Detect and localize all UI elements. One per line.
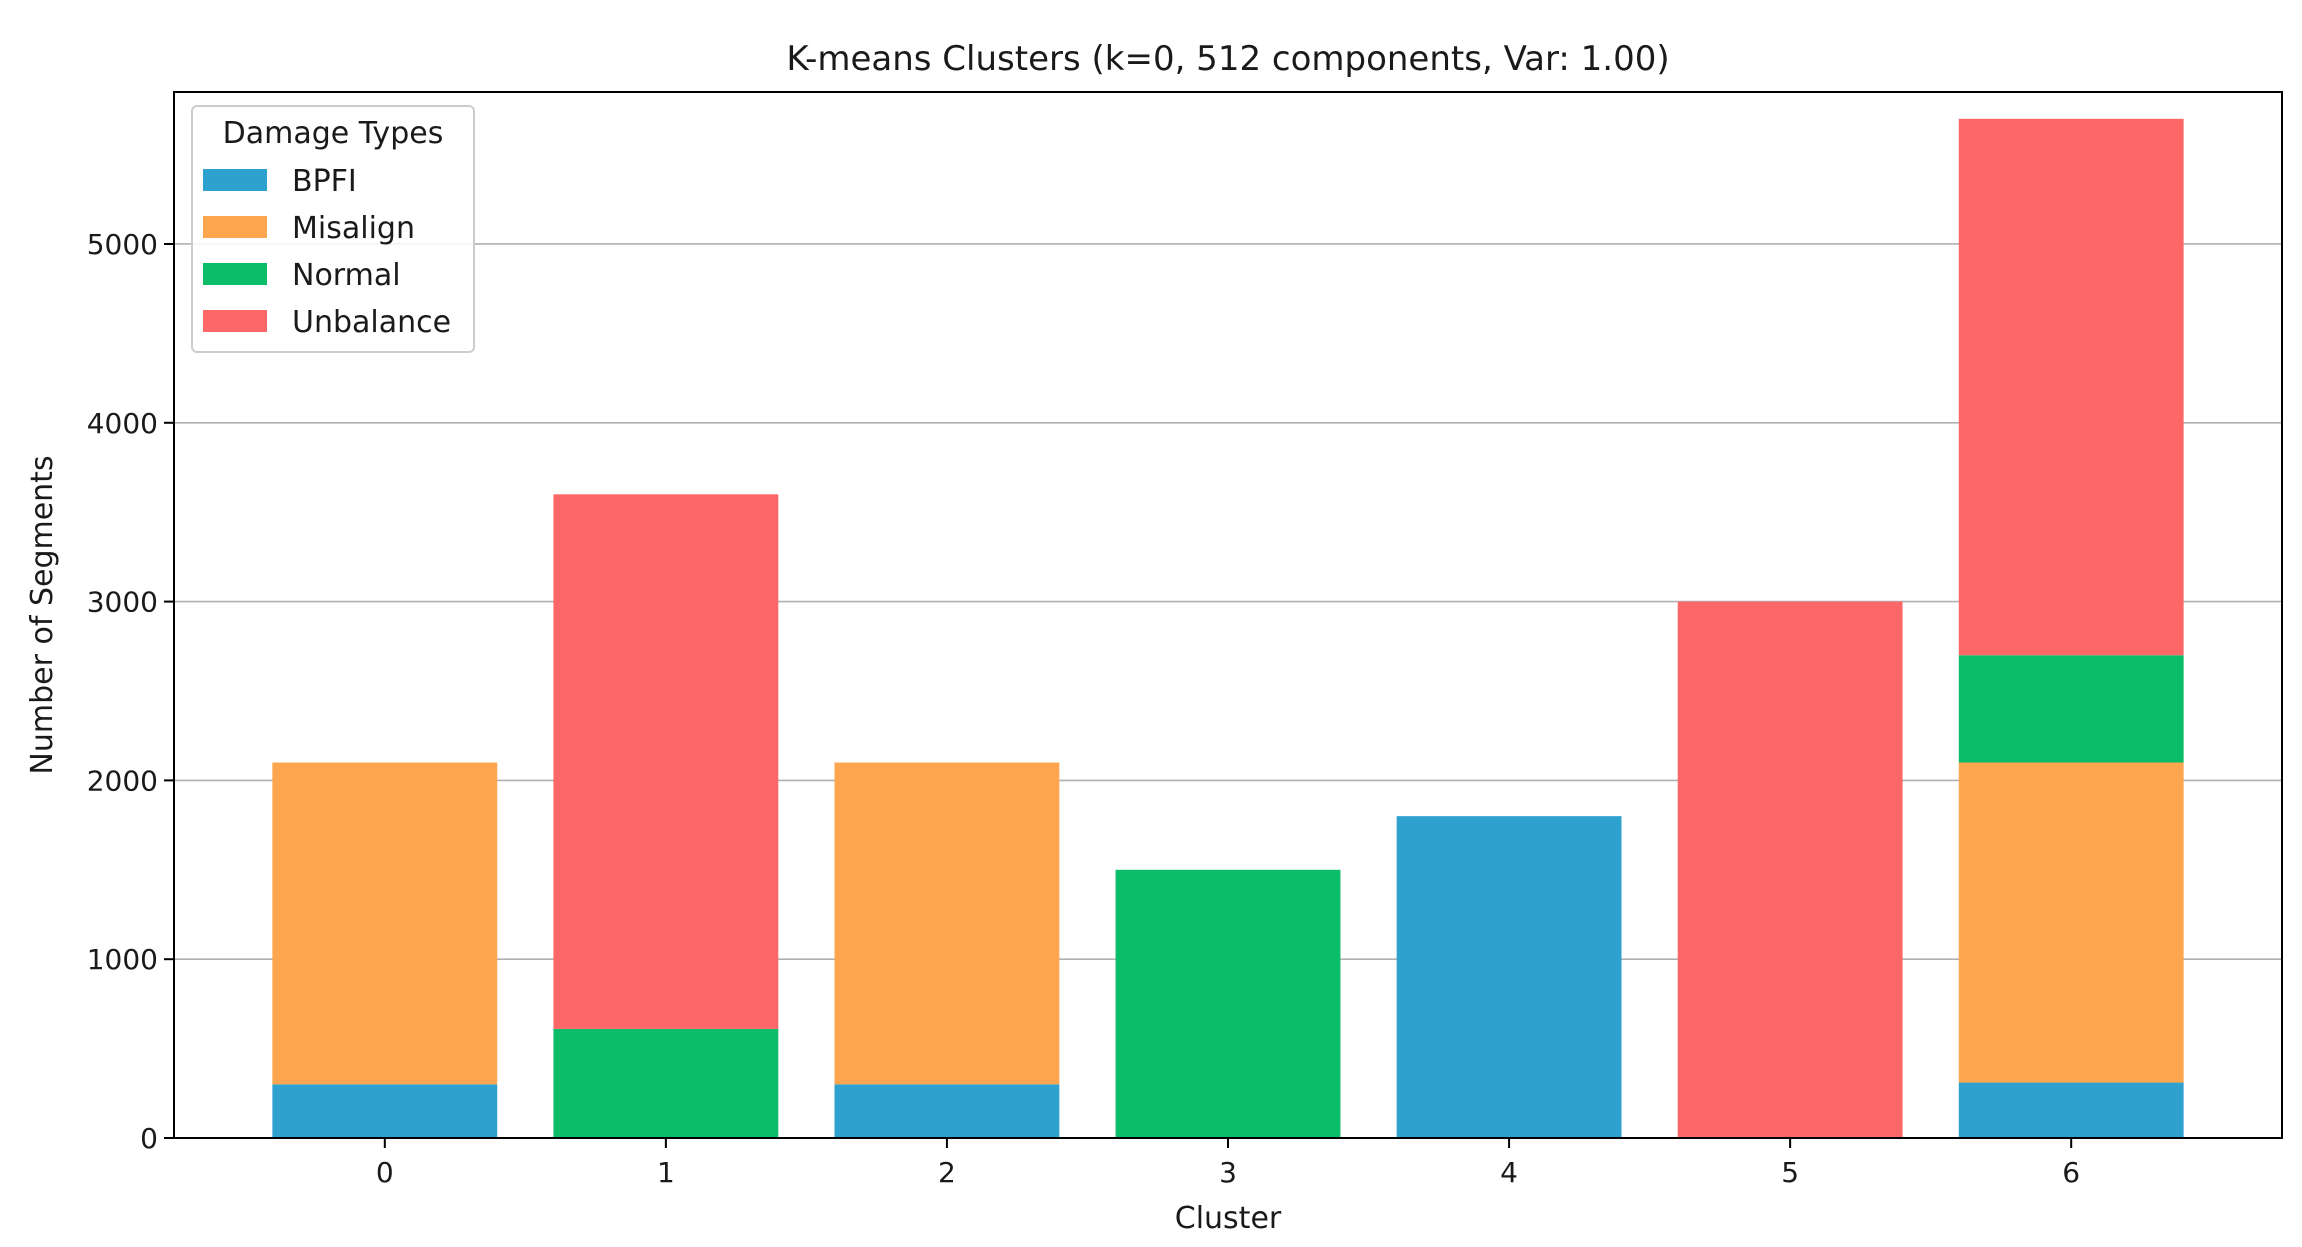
bar-cluster-0-misalign bbox=[272, 762, 498, 1085]
bar-cluster-2-misalign bbox=[834, 762, 1060, 1085]
legend-label-unbalance: Unbalance bbox=[292, 305, 451, 340]
x-tick-label-1: 1 bbox=[657, 1156, 675, 1189]
x-tick-label-3: 3 bbox=[1219, 1156, 1237, 1189]
legend-label-bpfi: BPFI bbox=[292, 164, 357, 199]
x-tick-label-2: 2 bbox=[938, 1156, 956, 1189]
legend-swatch-unbalance bbox=[203, 310, 267, 332]
bar-cluster-6-bpfi bbox=[1958, 1082, 2184, 1138]
y-tick-label-5000: 5000 bbox=[87, 228, 158, 261]
legend-swatch-normal bbox=[203, 263, 267, 285]
y-tick-label-0: 0 bbox=[140, 1122, 158, 1155]
legend: Damage Types BPFI Misalign Normal Unbalance bbox=[191, 105, 475, 353]
y-tick-label-2000: 2000 bbox=[87, 764, 158, 797]
bar-cluster-3-normal bbox=[1115, 869, 1341, 1138]
legend-label-normal: Normal bbox=[292, 258, 401, 293]
legend-swatch-bpfi bbox=[203, 169, 267, 191]
bar-cluster-6-normal bbox=[1958, 655, 2184, 763]
bar-cluster-4-bpfi bbox=[1396, 816, 1622, 1138]
legend-label-misalign: Misalign bbox=[292, 211, 415, 246]
bar-cluster-6-misalign bbox=[1958, 762, 2184, 1083]
x-tick-label-4: 4 bbox=[1500, 1156, 1518, 1189]
bar-cluster-1-normal bbox=[553, 1028, 779, 1138]
y-tick-label-1000: 1000 bbox=[87, 943, 158, 976]
chart-title: K-means Clusters (k=0, 512 components, V… bbox=[786, 39, 1669, 79]
legend-box bbox=[191, 105, 475, 353]
x-tick-label-6: 6 bbox=[2062, 1156, 2080, 1189]
bar-cluster-2-bpfi bbox=[834, 1084, 1060, 1138]
y-axis-label: Number of Segments bbox=[25, 455, 60, 774]
bars bbox=[272, 118, 2184, 1138]
y-tick-label-3000: 3000 bbox=[87, 586, 158, 619]
y-axis-ticks: 0 1000 2000 3000 4000 5000 bbox=[87, 228, 174, 1155]
bar-cluster-5-unbalance bbox=[1677, 601, 1903, 1138]
legend-swatch-misalign bbox=[203, 216, 267, 238]
grid bbox=[174, 243, 2282, 960]
x-axis-ticks: 0 1 2 3 4 5 6 bbox=[376, 1138, 2080, 1189]
bar-cluster-1-unbalance bbox=[553, 494, 779, 1029]
x-tick-label-5: 5 bbox=[1781, 1156, 1799, 1189]
bar-cluster-6-unbalance bbox=[1958, 118, 2184, 656]
y-tick-label-4000: 4000 bbox=[87, 407, 158, 440]
legend-items: BPFI Misalign Normal Unbalance bbox=[203, 164, 451, 340]
bar-cluster-0-bpfi bbox=[272, 1084, 498, 1138]
legend-title: Damage Types bbox=[223, 116, 444, 151]
x-axis-label: Cluster bbox=[1175, 1201, 1282, 1236]
x-tick-label-0: 0 bbox=[376, 1156, 394, 1189]
